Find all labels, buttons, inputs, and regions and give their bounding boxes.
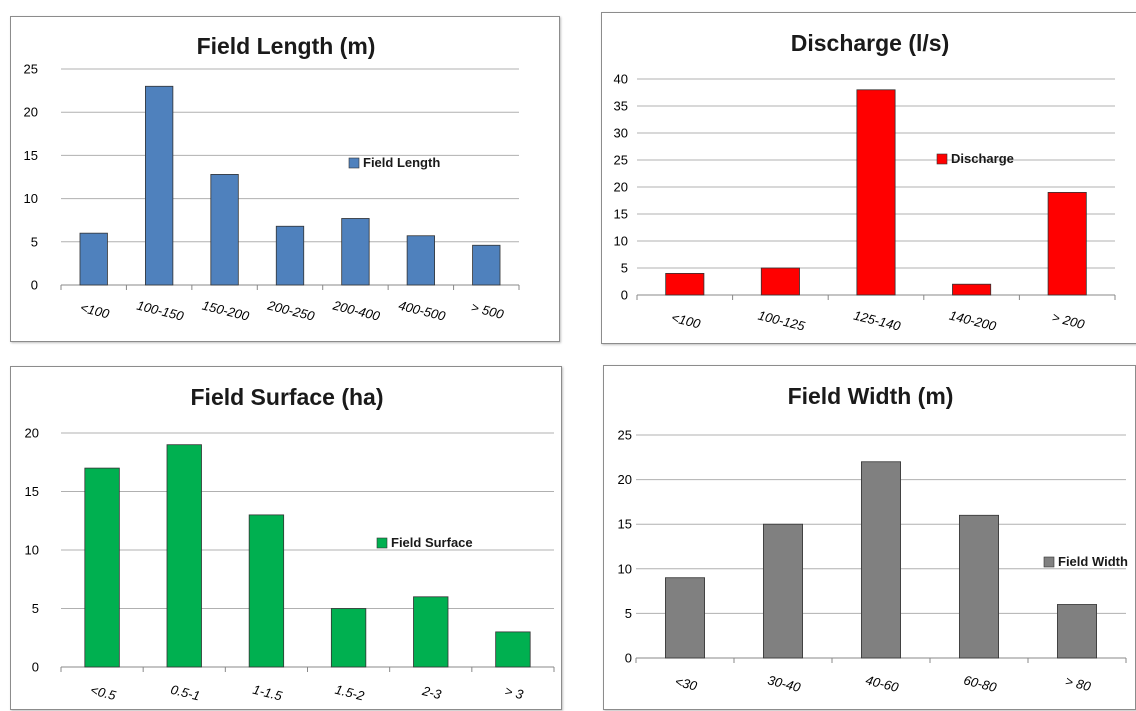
- y-tick-label: 0: [625, 651, 632, 666]
- bar-1-5-2: [330, 608, 367, 668]
- discharge-chart-panel: Discharge (l/s) 0 5 10 15 20 25 30 35 40 <100 100-1…: [601, 12, 1136, 344]
- y-tick-label: 15: [25, 484, 39, 499]
- chart-title: Discharge (l/s): [791, 30, 950, 56]
- bar-200: [1047, 191, 1087, 296]
- y-tick-label: 25: [618, 428, 632, 443]
- field-surface-chart: Field Surface (ha) 0 5 10 15 20 <0.5 0.5-1 1-1.5…: [25, 384, 555, 704]
- y-tick-label: 30: [614, 126, 628, 141]
- x-tick-label: <0.5: [89, 682, 118, 703]
- legend-label: Field Width: [1058, 554, 1128, 569]
- x-tick-label: 40-60: [864, 672, 901, 695]
- y-tick-label: 20: [25, 426, 39, 441]
- y-tick-label: 5: [625, 606, 632, 621]
- discharge-chart: Discharge (l/s) 0 5 10 15 20 25 30 35 40 <100 100-1…: [614, 30, 1116, 334]
- field-width-chart: Field Width (m) 0 5 10 15 20 25 <30 30-40 40-60 60…: [618, 383, 1128, 695]
- field-length-chart-panel: Field Length (m) 0 5 10 15 20 25 <100 100-150 150…: [10, 16, 560, 342]
- y-tick-label: 20: [24, 105, 38, 120]
- y-tick-label: 15: [618, 517, 632, 532]
- bar-40-60: [860, 461, 901, 659]
- x-tick-label: 100-125: [757, 308, 808, 334]
- chart-title: Field Width (m): [788, 383, 954, 409]
- y-tick-label: 25: [24, 62, 38, 77]
- bar-500: [472, 244, 501, 286]
- bar-150-200: [210, 174, 239, 286]
- bar-200-250: [275, 225, 305, 286]
- y-tick-label: 5: [621, 261, 628, 276]
- chart-title: Field Surface (ha): [191, 384, 384, 410]
- x-tick-label: 150-200: [201, 298, 252, 324]
- x-tick-label: 100-150: [135, 298, 186, 324]
- bar-200-400: [341, 218, 370, 286]
- x-tick-label: 2-3: [420, 683, 444, 703]
- x-tick-label: 1-1.5: [251, 682, 284, 704]
- x-tick-label: 200-250: [265, 297, 317, 324]
- chart-title: Field Length (m): [197, 33, 376, 59]
- bar-60-80: [958, 514, 999, 659]
- x-tick-label: > 3: [503, 683, 525, 702]
- bar-80: [1056, 604, 1097, 659]
- legend-swatch: [936, 153, 948, 165]
- y-tick-label: 10: [614, 234, 628, 249]
- x-tick-label: > 80: [1064, 673, 1093, 694]
- bar-140-200: [952, 283, 992, 296]
- bar-400-500: [406, 235, 435, 286]
- y-tick-label: 10: [618, 561, 632, 576]
- bar-100-150: [145, 85, 174, 286]
- y-tick-label: 5: [32, 601, 39, 616]
- y-tick-label: 15: [614, 207, 628, 222]
- y-tick-label: 10: [25, 543, 39, 558]
- bar-100: [665, 272, 705, 296]
- y-tick-label: 5: [31, 234, 38, 249]
- x-tick-label: 0.5-1: [169, 682, 201, 704]
- bar-2-3: [413, 596, 449, 668]
- y-tick-label: 15: [24, 148, 38, 163]
- y-tick-label: 20: [618, 472, 632, 487]
- legend-swatch: [376, 537, 388, 549]
- bar-100: [79, 232, 108, 286]
- y-tick-label: 0: [621, 288, 628, 303]
- bar-3: [495, 631, 531, 668]
- x-tick-label: > 500: [470, 299, 506, 322]
- y-tick-label: 35: [614, 99, 628, 114]
- bar-30-40: [762, 523, 803, 659]
- y-tick-label: 25: [614, 153, 628, 168]
- field-surface-chart-panel: Field Surface (ha) 0 5 10 15 20 <0.5 0.5-1 1-1.5…: [10, 366, 562, 710]
- x-tick-label: 400-500: [397, 298, 448, 324]
- x-tick-label: > 200: [1051, 309, 1087, 332]
- x-tick-label: <100: [670, 310, 703, 332]
- y-tick-label: 10: [24, 191, 38, 206]
- x-tick-label: 140-200: [948, 308, 999, 334]
- bar-125-140: [856, 89, 896, 296]
- y-tick-label: 40: [614, 72, 628, 87]
- bar-30: [665, 577, 706, 659]
- bar-0-5-1: [166, 444, 202, 668]
- legend-label: Field Length: [363, 155, 440, 170]
- x-tick-label: <30: [674, 674, 700, 694]
- legend-label: Field Surface: [391, 535, 473, 550]
- field-length-chart: Field Length (m) 0 5 10 15 20 25 <100 100-150 150…: [24, 33, 520, 324]
- y-tick-label: 20: [614, 180, 628, 195]
- field-width-chart-panel: Field Width (m) 0 5 10 15 20 25 <30 30-40 40-60 60…: [603, 365, 1136, 710]
- legend-swatch: [1043, 556, 1055, 568]
- x-tick-label: 125-140: [852, 308, 903, 334]
- x-tick-label: 1.5-2: [333, 682, 366, 704]
- bar-100-125: [760, 267, 800, 296]
- x-tick-label: 30-40: [766, 672, 803, 695]
- y-tick-label: 0: [32, 660, 39, 675]
- bar-0-5: [84, 467, 120, 668]
- bar-1-1-5: [248, 514, 285, 668]
- x-tick-label: <100: [79, 300, 112, 322]
- y-tick-label: 0: [31, 278, 38, 293]
- legend-swatch: [348, 157, 360, 169]
- x-tick-label: 60-80: [962, 672, 999, 695]
- legend-label: Discharge: [951, 151, 1014, 166]
- x-tick-label: 200-400: [331, 297, 383, 324]
